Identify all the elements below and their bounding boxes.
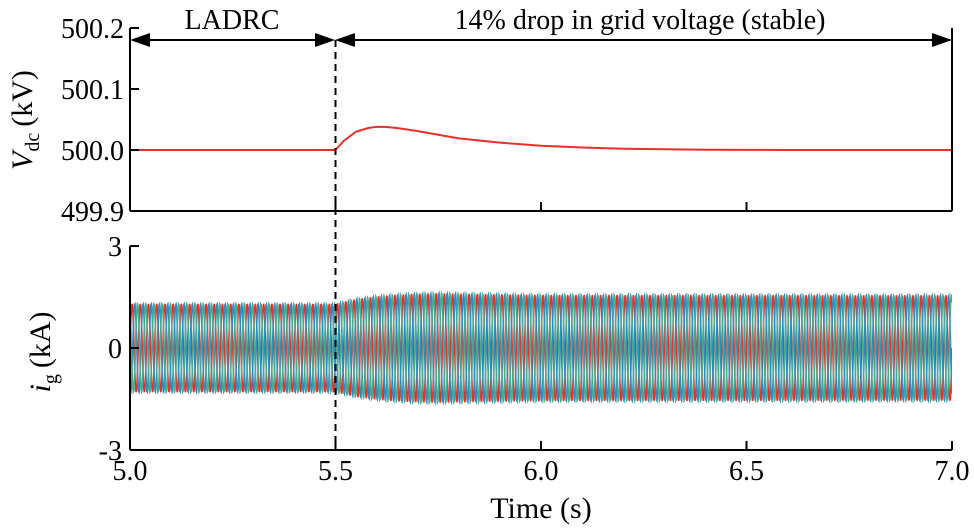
annotation: LADRC 14% drop in grid voltage (stable) [130, 5, 952, 47]
vdc-ytick-label: 500.2 [61, 14, 124, 45]
right-arrow-head-right [932, 33, 952, 47]
vdc-series [130, 125, 952, 151]
left-arrow-head-right [315, 33, 335, 47]
vdc-panel: 500.2 500.1 500.0 499.9 Vdc(kV) [6, 14, 953, 228]
ig-xtick-label: 6.0 [524, 456, 559, 487]
vdc-ytick-label: 500.1 [61, 75, 124, 106]
ig-phase-line [130, 293, 952, 403]
ig-xtick-label: 6.5 [729, 456, 764, 487]
ig-panel: 3 0 -3 5.0 5.5 6.0 6.5 7.0 ig(kA) Time (s) [24, 232, 970, 525]
ig-ytick-label: 3 [108, 232, 122, 263]
right-annotation-label: 14% drop in grid voltage (stable) [455, 5, 826, 36]
ig-ytick-label: -3 [99, 436, 122, 467]
vdc-ytick-label: 499.9 [61, 197, 124, 228]
right-arrow-head-left [335, 33, 355, 47]
vdc-ylabel: Vdc(kV) [6, 70, 44, 170]
ig-ylabel: ig(kA) [24, 312, 62, 393]
left-annotation-label: LADRC [185, 5, 280, 36]
ig-series [130, 290, 952, 406]
vdc-ytick-label: 500.0 [61, 136, 124, 167]
left-arrow-head-left [130, 33, 150, 47]
ig-phase-line [130, 290, 952, 406]
ig-ytick-label: 0 [108, 334, 122, 365]
ig-xtick-label: 7.0 [935, 456, 970, 487]
x-axis-title: Time (s) [490, 492, 591, 525]
ig-xtick-label: 5.5 [318, 456, 353, 487]
ig-xtick-label: 5.0 [113, 456, 148, 487]
vdc-line [130, 125, 952, 151]
ig-phase-line [130, 290, 952, 406]
